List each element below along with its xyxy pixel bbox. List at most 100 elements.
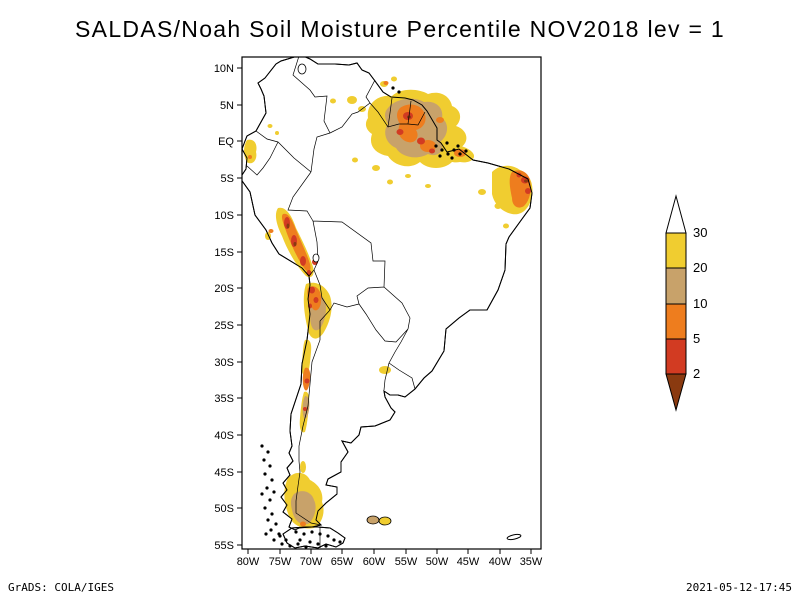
coast-speckle [438,154,442,158]
shading-blob [405,174,411,178]
shading-blob [391,76,397,82]
coast-speckle [296,542,300,546]
shading-blob [417,137,425,145]
y-tick-label: 10N [214,63,234,75]
shading-blob [525,188,531,194]
shading-blob [300,521,306,527]
coast-speckle [440,148,444,152]
x-tick-label: 55W [395,556,418,568]
coast-speckle [445,141,449,145]
shading-blob [429,148,435,154]
colorbar-segment-10-20 [665,267,687,305]
lake-titicaca [312,253,320,263]
shading-blob [275,131,279,135]
y-tick-label: 30S [214,357,234,369]
shading-blob [367,516,379,524]
y-tick-label: 20S [214,283,234,295]
coast-speckle [294,530,298,534]
colorbar-label: 5 [693,331,700,346]
lake-maracaibo [297,63,307,75]
shading-blob [379,366,391,374]
shading-blob [503,223,509,229]
chart-title: SALDAS/Noah Soil Moisture Percentile NOV… [75,16,725,42]
coast-speckle [446,152,450,156]
shading-blob [306,270,312,276]
coast-speckle [458,152,462,156]
render-timestamp: 2021-05-12-17:45 [686,581,792,594]
shading-blob [304,378,310,384]
coast-speckle [280,542,284,546]
y-tick-label: 55S [214,540,234,552]
coast-speckle [260,492,264,496]
coast-speckle [434,144,438,148]
shading-blob [268,229,274,233]
coast-speckle [391,86,395,90]
coast-speckle [262,458,266,462]
shading-blob [524,179,528,183]
x-tick-label: 60W [363,556,386,568]
shading-blob [313,297,319,303]
x-tick-label: 50W [426,556,449,568]
y-tick-label: 5N [220,100,234,112]
colorbar-label: 2 [693,366,700,381]
coast-speckle [269,528,273,532]
coast-speckle [272,490,276,494]
shading-blob [379,517,391,525]
shading-blob [425,184,431,188]
y-axis: 10N 5N EQ 5S 10S 15S 20S 25S 30S 35S 40S… [214,63,242,552]
shading-blob [309,286,315,294]
shading-blob [478,189,486,195]
coast-speckle [450,156,454,160]
coast-speckle [316,542,320,546]
shading-blob [300,256,306,266]
colorbar-segment-5-10 [665,303,687,340]
colorbar-segment-2-5 [665,338,687,375]
coast-speckle [263,506,267,510]
y-tick-label: 25S [214,320,234,332]
shading-blob [303,407,307,411]
coast-speckle [266,518,270,522]
coast-speckle [270,512,274,516]
colorbar-arrow-top [665,194,687,234]
shading-blob [301,339,312,377]
coast-speckle [338,540,342,544]
coast-speckle [452,148,456,152]
coast-speckle [284,538,288,542]
coast-speckle [268,464,272,468]
y-tick-label: 50S [214,503,234,515]
y-tick-label: 45S [214,467,234,479]
shading-blob [347,96,357,104]
colorbar-label: 10 [693,296,707,311]
coast-speckle [278,534,282,538]
shading-blob [267,124,273,128]
shading-blob [372,165,380,171]
shading-blob [244,139,257,164]
colorbar-segment-20-30 [665,232,687,269]
coast-speckle [397,90,401,94]
colorbar-arrow-bottom [665,373,687,412]
coast-speckle [265,486,269,490]
tierra-del-fuego [282,526,346,549]
coast-speckle [456,144,460,148]
shading-blob [387,179,393,185]
x-tick-label: 75W [269,556,292,568]
colorbar: 30 20 10 5 2 [665,194,707,412]
x-tick-label: 45W [457,556,480,568]
grads-credit: GrADS: COLA/IGES [8,581,114,594]
x-tick-label: 40W [489,556,512,568]
x-tick-label: 35W [520,556,543,568]
plot-frame [241,56,542,550]
y-tick-label: EQ [218,136,234,148]
x-axis: 80W 75W 70W 65W 60W 55W 50W 45W 40W 35W [237,549,543,568]
coast-speckle [310,530,314,534]
shading-blob [436,117,444,123]
colorbar-label: 30 [693,225,707,240]
country-borders [246,57,426,548]
shading-blob [396,129,404,135]
shading-blob [248,155,252,159]
coast-speckle [304,545,308,549]
shading-blob [330,98,336,104]
coast-speckle [272,538,276,542]
coast-speckle [302,532,306,536]
